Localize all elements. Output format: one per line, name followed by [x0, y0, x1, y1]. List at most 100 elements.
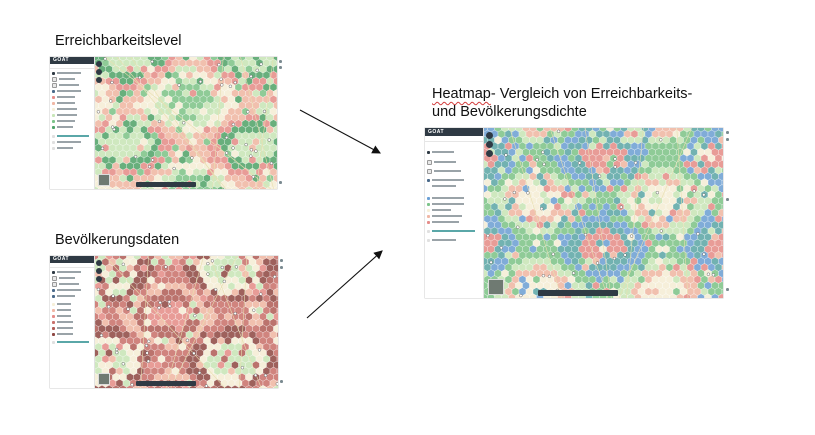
poi-marker[interactable] — [486, 233, 490, 238]
poi-marker[interactable] — [262, 109, 267, 113]
poi-marker[interactable] — [103, 57, 107, 61]
poi-marker[interactable] — [147, 164, 152, 169]
poi-marker[interactable] — [259, 62, 263, 66]
poi-marker[interactable] — [107, 305, 111, 309]
panel-row[interactable] — [52, 281, 92, 287]
poi-marker[interactable] — [172, 166, 176, 171]
poi-marker[interactable] — [147, 339, 151, 343]
poi-marker[interactable] — [556, 129, 561, 133]
panel-row[interactable] — [52, 89, 92, 93]
poi-marker[interactable] — [121, 262, 125, 266]
poi-marker[interactable] — [146, 359, 150, 363]
poi-marker[interactable] — [144, 343, 149, 348]
poi-marker[interactable] — [158, 300, 162, 305]
panel-row[interactable] — [52, 270, 92, 274]
poi-marker[interactable] — [244, 142, 248, 147]
poi-marker[interactable] — [206, 261, 210, 266]
poi-marker[interactable] — [249, 154, 253, 158]
poi-marker[interactable] — [577, 161, 582, 165]
poi-marker[interactable] — [121, 362, 125, 366]
poi-marker[interactable] — [254, 373, 258, 377]
poi-marker[interactable] — [499, 246, 503, 250]
poi-marker[interactable] — [115, 350, 119, 355]
poi-marker[interactable] — [233, 80, 237, 85]
poi-marker[interactable] — [711, 273, 715, 277]
panel-row[interactable] — [427, 168, 481, 174]
poi-marker[interactable] — [192, 351, 196, 355]
map-bottom-toolbar[interactable] — [136, 182, 196, 187]
panel-row[interactable] — [427, 150, 481, 154]
panel-row[interactable] — [427, 159, 481, 165]
poi-marker[interactable] — [535, 158, 539, 162]
right-edge-control[interactable] — [726, 131, 729, 134]
right-edge-control[interactable] — [279, 181, 282, 184]
poi-marker[interactable] — [111, 125, 115, 129]
poi-marker[interactable] — [706, 272, 710, 276]
poi-marker[interactable] — [182, 121, 186, 125]
map-zoom-out-button[interactable] — [486, 141, 493, 148]
map-view[interactable] — [484, 128, 723, 298]
poi-marker[interactable] — [206, 272, 210, 276]
poi-marker[interactable] — [210, 259, 214, 263]
poi-marker[interactable] — [167, 300, 171, 304]
poi-marker[interactable] — [150, 158, 155, 162]
poi-marker[interactable] — [547, 274, 551, 278]
poi-marker[interactable] — [595, 261, 600, 265]
poi-marker[interactable] — [214, 287, 218, 292]
poi-marker[interactable] — [619, 205, 623, 209]
map-layers-button[interactable] — [96, 276, 102, 282]
poi-marker[interactable] — [96, 110, 100, 114]
poi-marker[interactable] — [634, 161, 638, 165]
map-zoom-in-button[interactable] — [486, 132, 493, 139]
poi-marker[interactable] — [246, 110, 250, 114]
map-bottom-toolbar[interactable] — [136, 381, 196, 386]
basemap-thumbnail[interactable] — [488, 279, 504, 295]
poi-marker[interactable] — [225, 151, 229, 155]
poi-marker[interactable] — [540, 207, 544, 211]
poi-marker[interactable] — [96, 287, 100, 291]
poi-marker[interactable] — [145, 351, 149, 355]
map-bottom-toolbar[interactable] — [538, 290, 618, 296]
panel-row[interactable] — [52, 71, 92, 75]
poi-marker[interactable] — [249, 74, 253, 78]
poi-marker[interactable] — [702, 252, 706, 256]
poi-marker[interactable] — [613, 157, 617, 161]
map-zoom-out-button[interactable] — [96, 268, 102, 274]
poi-marker[interactable] — [233, 311, 237, 316]
poi-marker[interactable] — [659, 138, 663, 142]
poi-marker[interactable] — [217, 63, 221, 67]
poi-marker[interactable] — [109, 99, 113, 103]
panel-row[interactable] — [52, 146, 92, 150]
basemap-thumbnail[interactable] — [98, 373, 110, 385]
map-zoom-in-button[interactable] — [96, 260, 102, 266]
poi-marker[interactable] — [269, 161, 274, 165]
poi-marker[interactable] — [551, 252, 555, 256]
poi-marker[interactable] — [240, 366, 244, 370]
poi-marker[interactable] — [111, 294, 115, 298]
poi-marker[interactable] — [696, 232, 700, 236]
right-edge-control[interactable] — [726, 138, 729, 141]
poi-marker[interactable] — [157, 306, 161, 310]
poi-marker[interactable] — [252, 308, 256, 312]
poi-marker[interactable] — [597, 174, 602, 178]
poi-marker[interactable] — [157, 119, 161, 123]
poi-marker[interactable] — [138, 75, 142, 80]
poi-marker[interactable] — [259, 292, 263, 296]
poi-marker[interactable] — [659, 229, 663, 233]
poi-marker[interactable] — [164, 265, 168, 269]
poi-marker[interactable] — [222, 279, 226, 283]
poi-marker[interactable] — [512, 190, 516, 195]
panel-row[interactable] — [52, 76, 92, 82]
poi-marker[interactable] — [110, 80, 114, 85]
poi-marker[interactable] — [204, 384, 208, 388]
poi-marker[interactable] — [112, 127, 116, 131]
poi-marker[interactable] — [526, 191, 530, 195]
poi-marker[interactable] — [231, 146, 235, 150]
panel-row[interactable] — [52, 294, 92, 298]
basemap-thumbnail[interactable] — [98, 174, 110, 186]
poi-marker[interactable] — [234, 265, 238, 269]
poi-marker[interactable] — [692, 189, 696, 193]
poi-marker[interactable] — [541, 274, 545, 278]
poi-marker[interactable] — [126, 307, 130, 311]
poi-marker[interactable] — [623, 253, 627, 257]
